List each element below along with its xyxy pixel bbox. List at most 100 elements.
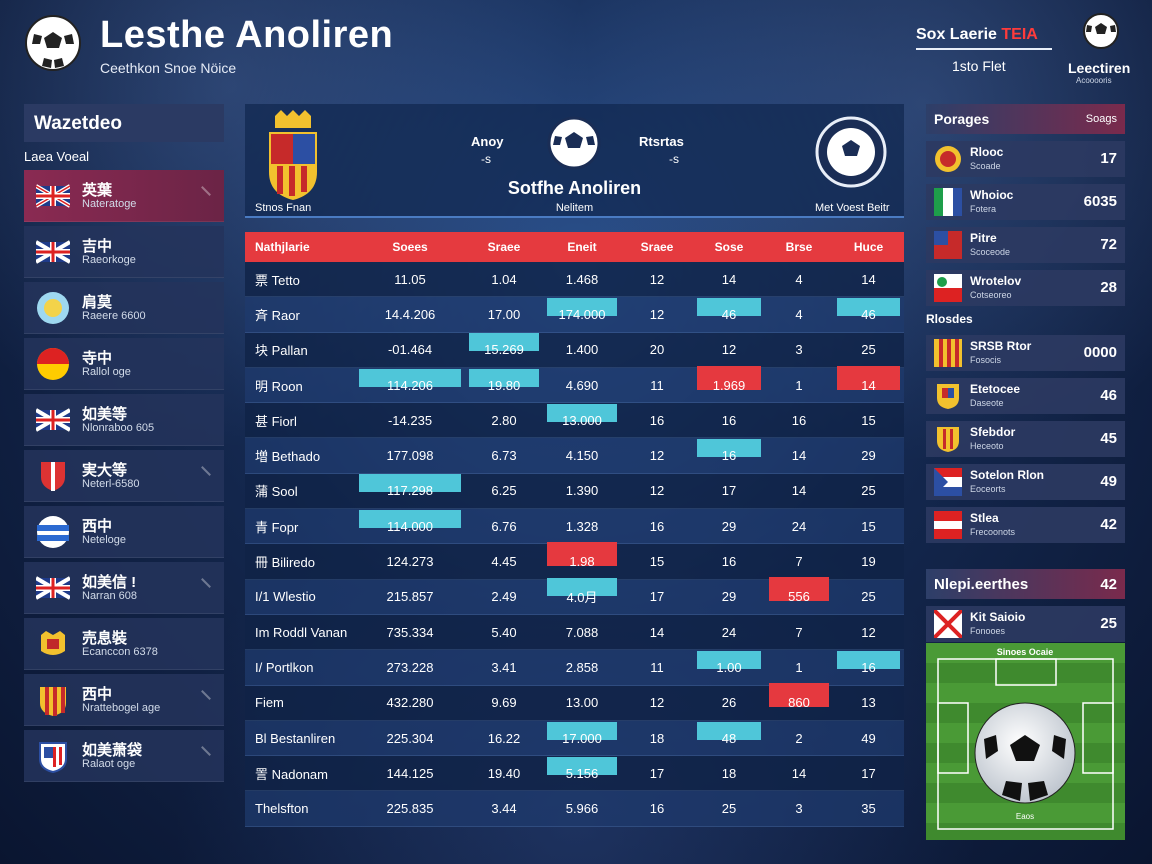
column-header[interactable]: Nathjlarie (255, 240, 310, 254)
sidebar-item-3[interactable]: 寺中 Rallol oge (24, 338, 224, 390)
stat-cell: 48 (693, 721, 765, 746)
cell-value: 26 (721, 695, 737, 711)
ranking-item[interactable]: Etetocee Daseote 46 (926, 378, 1125, 414)
ranking-item[interactable]: Sotelon Rlon Eoceorts 49 (926, 464, 1125, 500)
stat-cell: 225.835 (355, 801, 465, 816)
stat-cell: 15 (621, 554, 693, 569)
stat-cell: 17 (693, 483, 765, 498)
sidebar-item-8[interactable]: 売息裝 Ecanccon 6378 (24, 618, 224, 670)
table-row[interactable]: Bl Bestanliren 225.304 16.22 17.000 18 48 2 49 (245, 720, 904, 757)
cell-value: 票 Tetto (255, 272, 300, 288)
cell-value: 114.000 (386, 518, 434, 534)
sidebar-item-6[interactable]: 西中 Neteloge (24, 506, 224, 558)
header-divider (916, 48, 1052, 50)
ranking-item[interactable]: Wrotelov Cotseoreo 28 (926, 270, 1125, 306)
cell-value: 1.400 (565, 342, 599, 358)
column-header[interactable]: Sose (714, 240, 744, 254)
sidebar-item-0[interactable]: 英葉 Nateratoge (24, 170, 224, 222)
cell-value: 19 (861, 554, 876, 570)
sidebar-item-10[interactable]: 如美萧袋 Ralaot oge (24, 730, 224, 782)
sidebar-item-1[interactable]: 吉中 Raeorkoge (24, 226, 224, 278)
ranking-item[interactable]: SRSB Rtor Fosocis 0000 (926, 335, 1125, 371)
stat-cell: 17 (621, 766, 693, 781)
league-label: Sox Laerie TEIA (916, 26, 1038, 44)
ranking-item-last[interactable]: Kit Saioio Fonooes 25 (926, 606, 1125, 642)
table-row[interactable]: 青 Fopr 114.000 6.76 1.328 16 29 24 15 (245, 509, 904, 545)
right-sidebar-title: Porages Soags (926, 104, 1125, 134)
stat-cell: 17 (621, 589, 693, 604)
table-row[interactable]: 明 Roon 114.206 19.80 4.690 11 1.969 1 14 (245, 365, 904, 404)
table-row[interactable]: Im Roddl Vanan 735.334 5.40 7.088 14 24 7 12 (245, 614, 904, 651)
table-row[interactable]: 甚 Fiorl -14.235 2.80 13.000 16 16 16 15 (245, 403, 904, 439)
sidebar-item-7[interactable]: 如美信 ! Narran 608 (24, 562, 224, 614)
column-header[interactable]: Brse (785, 240, 813, 254)
team-name-cell: 増 Bethado (245, 446, 355, 465)
table-row[interactable]: 票 Tetto 11.05 1.04 1.468 12 14 4 14 (245, 262, 904, 298)
chevron-icon (201, 746, 211, 756)
cell-value: 16 (721, 412, 737, 428)
ranking-item[interactable]: Whoioc Fotera 6035 (926, 184, 1125, 220)
crown-crest-icon (41, 631, 65, 655)
stat-cell: 12 (621, 272, 693, 287)
column-header[interactable]: Sraee (487, 240, 521, 254)
ranking-item[interactable]: Pitre Scoceode 72 (926, 227, 1125, 263)
ranking-sub: Scoceode (970, 247, 1011, 257)
stat-cell: 29 (693, 519, 765, 534)
cell-value: 15 (649, 554, 665, 570)
table-row[interactable]: 斉 Raor 14.4.206 17.00 174.000 12 46 4 46 (245, 297, 904, 333)
stat-cell: 16 (621, 413, 693, 428)
sidebar-item-2[interactable]: 肩莫 Raeere 6600 (24, 282, 224, 334)
ranking-sub: Heceoto (970, 441, 1004, 451)
ranking-item[interactable]: Stlea Frecoonots 42 (926, 507, 1125, 543)
cell-value: 2.49 (491, 589, 517, 605)
column-header[interactable]: Soees (392, 240, 428, 254)
soccer-ball-icon (547, 116, 601, 170)
table-row[interactable]: I/ Portlkon 273.228 3.41 2.858 11 1.00 1 16 (245, 650, 904, 686)
team-name-cell: Thelsfton (245, 801, 355, 816)
stat-cell: 15.269 (465, 333, 543, 357)
cyan-highlight (837, 297, 900, 316)
sidebar-item-5[interactable]: 実大等 Neterl-6580 (24, 450, 224, 502)
stat-cell: 3.41 (465, 660, 543, 675)
column-header[interactable]: Eneit (567, 240, 597, 254)
cell-value: 4 (795, 271, 803, 287)
sidebar-item-name: 肩莫 (82, 294, 113, 311)
table-row[interactable]: 増 Bethado 177.098 6.73 4.150 12 16 14 29 (245, 438, 904, 474)
ranking-sub: Fotera (970, 204, 997, 214)
germany-flag-icon (37, 348, 69, 380)
sidebar-item-4[interactable]: 如美等 Nlonraboo 605 (24, 394, 224, 446)
table-row[interactable]: I/1 Wlestio 215.857 2.49 4.0月 17 29 556 25 (245, 577, 904, 615)
ranking-value: 49 (1100, 473, 1117, 490)
stat-cell: 3 (765, 801, 833, 816)
table-row[interactable]: Thelsfton 225.835 3.44 5.966 16 25 3 35 (245, 791, 904, 827)
table-row[interactable]: 蒲 Sool 117.298 6.25 1.390 12 17 14 25 (245, 473, 904, 510)
table-row[interactable]: 块 Pallan -01.464 15.269 1.400 20 12 3 25 (245, 332, 904, 368)
cell-value: 46 (721, 306, 737, 322)
stat-cell: 1.328 (543, 519, 621, 534)
sidebar-item-9[interactable]: 西中 Nrattebogel age (24, 674, 224, 726)
table-row[interactable]: 冊 Biliredo 124.273 4.45 1.98 15 16 7 19 (245, 542, 904, 580)
sidebar-item-name: 実大等 (82, 462, 128, 479)
column-header[interactable]: Sraee (640, 240, 674, 254)
cyan-highlight (469, 368, 539, 387)
cell-value: 14 (861, 271, 876, 287)
sidebar-item-sub: Neteloge (82, 534, 127, 546)
home-team-label: Stnos Fnan (255, 202, 312, 214)
stat-cell: 1 (765, 378, 833, 393)
cell-value: 12 (861, 624, 876, 640)
table-row[interactable]: Fiem 432.280 9.69 13.00 12 26 860 13 (245, 683, 904, 721)
uk-flag-icon (36, 184, 70, 208)
away-score-sub: -s (669, 152, 679, 166)
stat-cell: 16 (693, 439, 765, 463)
table-row[interactable]: 詈 Nadonam 144.125 19.40 5.156 17 18 14 17 (245, 756, 904, 792)
column-header[interactable]: Huce (853, 240, 884, 254)
sidebar-item-sub: Nlonraboo 605 (82, 422, 155, 434)
ranking-item[interactable]: Sfebdor Heceoto 45 (926, 421, 1125, 457)
cell-value: 16 (649, 412, 665, 428)
cell-value: 215.857 (386, 589, 434, 605)
cell-value: 2.80 (491, 412, 517, 428)
stat-cell: 5.40 (465, 625, 543, 640)
ranking-item[interactable]: Rlooc Scoade 17 (926, 141, 1125, 177)
sidebar-item-sub: Ralaot oge (82, 758, 136, 770)
cell-value: 15 (861, 518, 876, 534)
